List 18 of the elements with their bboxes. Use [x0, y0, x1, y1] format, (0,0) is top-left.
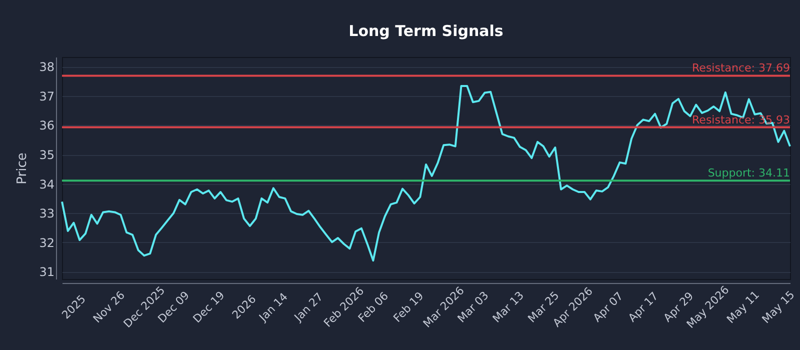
x-tick-label: Mar 13: [490, 289, 526, 326]
x-tick-label: Dec 19: [190, 288, 228, 326]
x-tick-label: Apr 07: [590, 290, 626, 325]
x-tick-label: Jan 14: [256, 290, 290, 325]
y-tick-label: 36: [39, 118, 54, 133]
chart-title: Long Term Signals: [348, 22, 504, 40]
ref-line-label: Support: 34.11: [708, 166, 790, 180]
y-tick-label: 37: [39, 89, 54, 104]
y-tick-label: 38: [39, 60, 54, 74]
x-tick-label: Apr 17: [626, 290, 661, 325]
y-tick-label: 34: [39, 177, 54, 192]
y-axis-title: Price: [15, 152, 30, 184]
y-tick-label: 33: [39, 206, 54, 221]
y-tick-label: 31: [39, 265, 54, 280]
line-series: [61, 84, 791, 262]
ref-line-label: Resistance: 37.69: [692, 62, 790, 75]
y-tick-label: 32: [39, 236, 54, 250]
y-tick-label: 35: [39, 148, 54, 162]
